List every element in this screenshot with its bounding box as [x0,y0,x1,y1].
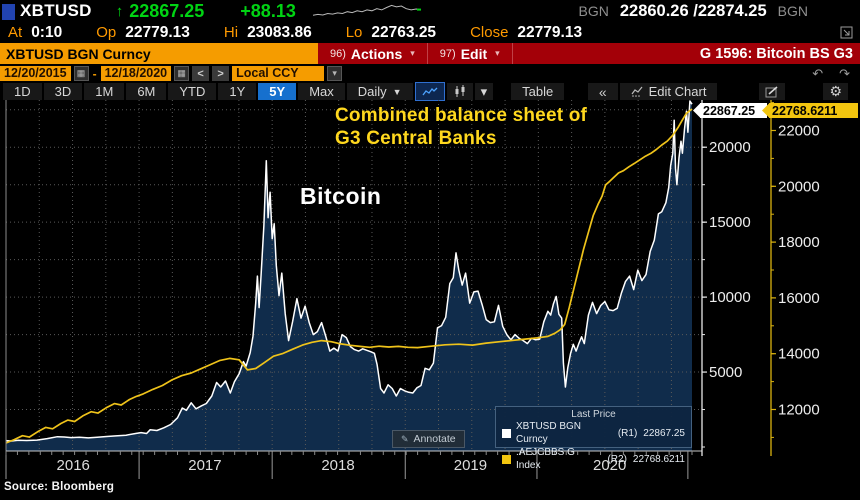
collapse-panel-button[interactable]: « [587,83,618,100]
security-flag-icon [2,3,15,20]
chart-type-caret[interactable]: ▾ [474,83,494,100]
bid-ask-prices: 22860.26 /22874.25 [619,1,767,20]
stat-close: Close 22779.13 [470,23,583,42]
period-dropdown[interactable]: Daily ▼ [346,83,413,100]
quote-header-row: XBTUSD ↑ 22867.25 +88.13 BGN 22860.26 /2… [0,0,860,22]
range-1d[interactable]: 1D [3,83,42,100]
function-title: G 1596: Bitcoin BS G3 [699,45,853,62]
svg-text:20000: 20000 [709,139,751,156]
svg-text:15000: 15000 [709,214,751,231]
intraday-sparkline [312,4,421,16]
svg-text:22867.25: 22867.25 [703,104,755,118]
price-chart[interactable]: 20000 15000 10000 5000 22000 20000 18000 16000 1… [0,100,860,500]
svg-text:2017: 2017 [188,457,221,474]
svg-text:12000: 12000 [778,402,820,419]
table-button[interactable]: Table [511,83,565,100]
range-max[interactable]: Max [298,83,345,100]
legend-swatch-white [502,428,511,438]
calendar-icon[interactable]: ▦ [73,66,89,81]
svg-text:16000: 16000 [778,290,820,307]
svg-text:5000: 5000 [709,364,742,381]
svg-text:2020: 2020 [593,457,626,474]
edit-menu[interactable]: 97) Edit ▾ [428,43,513,64]
range-3d[interactable]: 3D [43,83,83,100]
ask-source-label: BGN [777,3,808,19]
security-field[interactable]: XBTUSD BGN Curncy [0,43,318,64]
svg-text:2019: 2019 [454,457,487,474]
settings-gear-icon[interactable]: ⚙ [823,83,848,100]
ohlc-stats-row: At 0:10 Op 22779.13 Hi 23083.86 Lo 22763… [0,22,860,43]
menu-bar: 96) Actions ▾ 97) Edit ▾ G 1596: Bitcoin… [318,43,860,64]
legend-swatch-yellow [502,454,511,464]
bid-source-label: BGN [578,3,609,19]
g3-annotation-text: Combined balance sheet of G3 Central Ban… [335,105,588,149]
svg-text:18000: 18000 [778,234,820,251]
source-attribution: Source: Bloomberg [4,481,115,493]
stat-at: At 0:10 [8,23,63,42]
range-5y-selected[interactable]: 5Y [258,83,297,100]
edit-chart-button[interactable]: Edit Chart [619,83,718,100]
annotate-button[interactable]: ✎ Annotate [392,430,465,448]
range-6m[interactable]: 6M [126,83,167,100]
caret-down-icon: ▾ [410,48,415,58]
command-bar: XBTUSD BGN Curncy 96) Actions ▾ 97) Edit… [0,43,860,64]
legend-row-g3-index: .AEJCBBS G Index (R2) 22768.6211 [502,446,685,472]
range-ytd[interactable]: YTD [168,83,217,100]
redo-icon[interactable]: ↷ [839,66,850,81]
svg-text:2018: 2018 [321,457,354,474]
date-to-field[interactable]: 12/18/2020 [100,66,172,81]
pencil-icon: ✎ [401,433,409,444]
legend-title: Last Price [571,409,616,420]
bitcoin-annotation-text: Bitcoin [300,183,382,209]
bid-ask-group: BGN 22860.26 /22874.25 BGN [579,2,809,21]
chart-area: 20000 15000 10000 5000 22000 20000 18000 16000 1… [0,100,860,500]
undo-redo-group: ↶ ↷ [812,67,850,80]
legend-row-xbtusd: XBTUSD BGN Curncy (R1) 22867.25 [502,420,685,446]
next-period-button[interactable]: > [212,66,230,81]
stat-high: Hi 23083.86 [223,23,312,42]
calendar-icon[interactable]: ▦ [174,66,190,81]
date-separator: - [92,66,97,81]
annotation-tool-icon[interactable] [759,83,786,100]
svg-text:22768.6211: 22768.6211 [772,104,837,118]
chart-legend[interactable]: Last Price XBTUSD BGN Curncy (R1) 22867.… [495,406,692,471]
stat-low: Lo 22763.25 [345,23,437,42]
ticker-symbol: XBTUSD [20,1,92,20]
range-1m[interactable]: 1M [84,83,125,100]
caret-down-icon: ▾ [495,48,500,58]
actions-menu[interactable]: 96) Actions ▾ [318,43,428,64]
chart-toolbar: 1D 3D 1M 6M YTD 1Y 5Y Max Daily ▼ ▾ Tabl… [0,82,860,101]
date-from-field[interactable]: 12/20/2015 [0,66,71,81]
range-controls-row: 12/20/2015 ▦ - 12/18/2020 ▦ < > Local CC… [0,64,860,82]
pop-out-icon[interactable] [840,26,853,39]
svg-text:20000: 20000 [778,178,820,195]
prev-period-button[interactable]: < [192,66,210,81]
last-price: 22867.25 [129,0,205,21]
svg-text:22000: 22000 [778,122,820,139]
svg-text:2016: 2016 [57,457,90,474]
range-1y[interactable]: 1Y [218,83,257,100]
stat-open: Op 22779.13 [96,23,190,42]
currency-caret-icon[interactable]: ▾ [327,66,343,81]
line-chart-type-icon[interactable] [414,82,445,101]
undo-icon[interactable]: ↶ [812,66,824,81]
price-change: +88.13 [240,0,296,21]
svg-text:14000: 14000 [778,346,820,363]
price-up-arrow-icon: ↑ [115,2,124,20]
candle-chart-type-icon[interactable] [446,83,473,100]
currency-field[interactable]: Local CCY [232,66,325,81]
svg-text:10000: 10000 [709,289,751,306]
caret-down-icon: ▼ [392,86,402,97]
